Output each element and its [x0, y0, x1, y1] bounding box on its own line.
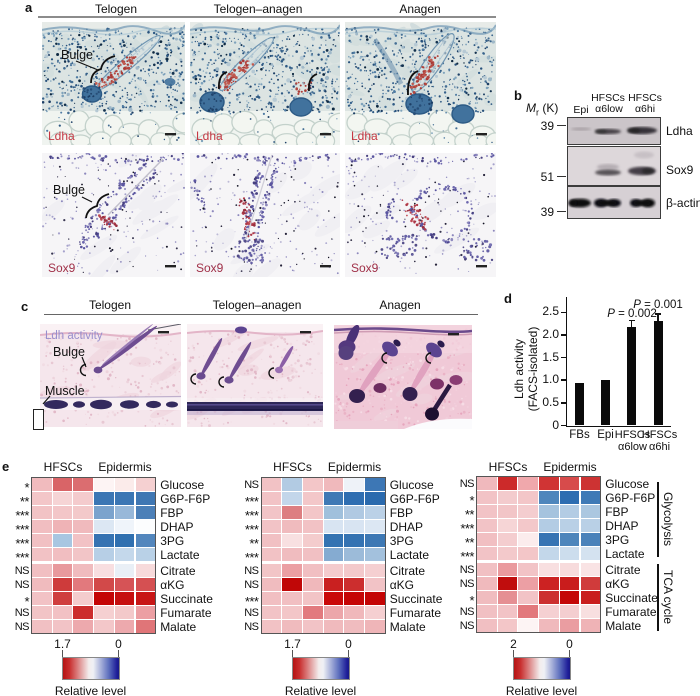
svg-text:Bulge: Bulge — [61, 48, 93, 62]
svg-text:Bulge: Bulge — [53, 345, 85, 359]
svg-text:Ldh activity: Ldh activity — [45, 330, 103, 342]
svg-text:Sox9: Sox9 — [196, 261, 224, 275]
svg-text:Bulge: Bulge — [53, 183, 85, 197]
svg-text:Muscle: Muscle — [45, 384, 85, 398]
svg-text:Sox9: Sox9 — [351, 261, 379, 275]
svg-text:Ldha: Ldha — [48, 129, 75, 143]
svg-text:Sox9: Sox9 — [48, 261, 76, 275]
svg-text:Ldha: Ldha — [196, 129, 223, 143]
svg-text:Ldha: Ldha — [351, 129, 378, 143]
